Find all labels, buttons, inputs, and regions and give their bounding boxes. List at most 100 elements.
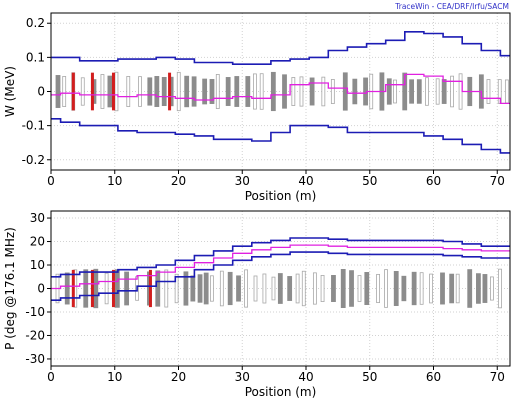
y-tick-label: 20 xyxy=(30,235,45,249)
quadrupole-element xyxy=(364,272,370,305)
drift-element xyxy=(244,269,249,308)
x-tick-label: 30 xyxy=(235,174,250,188)
y-tick-label: -30 xyxy=(25,352,45,366)
quadrupole-element xyxy=(411,271,417,306)
quadrupole-element xyxy=(270,71,276,112)
quadrupole-element xyxy=(340,269,346,308)
drift-element xyxy=(80,77,85,106)
series-line-upper-envelope xyxy=(51,237,510,278)
x-tick-label: 0 xyxy=(47,370,55,384)
series-line-center xyxy=(51,73,510,105)
y-tick-label: -20 xyxy=(25,328,45,342)
quadrupole-element xyxy=(203,272,209,305)
cavity-marker xyxy=(71,269,75,308)
drift-element xyxy=(138,76,142,107)
x-tick-label: 60 xyxy=(426,174,441,188)
quadrupole-element xyxy=(197,274,203,303)
quadrupole-element xyxy=(154,76,160,107)
drift-element xyxy=(271,276,276,301)
drift-element xyxy=(301,270,306,307)
quadrupole-element xyxy=(236,275,241,302)
quadrupole-element xyxy=(440,272,445,305)
quadrupole-element xyxy=(234,76,240,107)
quadrupole-element xyxy=(309,77,315,106)
drift-element xyxy=(114,71,119,112)
drift-element xyxy=(376,273,380,304)
drift-element xyxy=(62,76,67,107)
drift-element xyxy=(219,270,224,307)
x-tick-label: 10 xyxy=(107,370,122,384)
drift-element xyxy=(174,273,179,304)
x-tick-label: 10 xyxy=(107,174,122,188)
drift-element xyxy=(455,273,460,304)
quadrupole-element xyxy=(282,74,287,109)
cavity-marker xyxy=(90,72,94,111)
quadrupole-element xyxy=(64,272,70,305)
drift-element xyxy=(450,75,454,108)
quadrupole-element xyxy=(352,78,358,105)
series-line-lower-envelope xyxy=(51,251,510,301)
x-tick-label: 0 xyxy=(47,174,55,188)
quadrupole-element xyxy=(161,76,167,107)
quadrupole-element xyxy=(114,269,120,308)
x-tick-label: 20 xyxy=(171,370,186,384)
quadrupole-element xyxy=(393,271,399,306)
lattice-elements xyxy=(55,71,509,112)
drift-element xyxy=(384,269,388,308)
quadrupole-element xyxy=(401,275,407,302)
drift-element xyxy=(253,73,257,110)
quadrupole-element xyxy=(183,271,189,306)
quadrupole-element xyxy=(467,269,473,308)
drift-element xyxy=(320,275,325,302)
drift-element xyxy=(259,73,264,110)
drift-element xyxy=(253,275,258,302)
x-tick-label: 30 xyxy=(235,370,250,384)
drift-element xyxy=(504,79,509,104)
x-tick-label: 70 xyxy=(490,370,505,384)
quadrupole-element xyxy=(155,270,161,307)
quadrupole-element xyxy=(342,72,348,111)
cavity-marker xyxy=(90,269,94,308)
quadrupole-element xyxy=(482,274,488,303)
y-tick-label: 0 xyxy=(37,282,45,296)
series-line-center xyxy=(51,244,510,290)
drift-element xyxy=(312,272,317,305)
chart-panel-1: 0 10 20 30 40 50 60 70 -0.2 -0.1 0 0.1 0.2 Position (… xyxy=(3,12,511,203)
lattice-elements xyxy=(55,268,502,309)
y-axis-label: P (deg @176.1 MHz) xyxy=(3,227,17,350)
quadrupole-element xyxy=(402,72,408,111)
drift-element xyxy=(393,79,397,104)
drift-element xyxy=(176,71,181,112)
cavity-marker xyxy=(111,72,115,111)
drift-element xyxy=(299,76,304,107)
y-tick-label: 0 xyxy=(37,85,45,99)
quadrupole-element xyxy=(416,79,422,104)
drift-element xyxy=(209,275,214,302)
cavity-marker xyxy=(71,72,75,111)
x-tick-label: 40 xyxy=(298,370,313,384)
drift-element xyxy=(100,74,105,109)
quadrupole-element xyxy=(55,75,61,108)
drift-element xyxy=(435,78,440,105)
quadrupole-element xyxy=(277,273,283,304)
drift-element xyxy=(498,268,502,309)
cavity-marker xyxy=(111,269,115,308)
quadrupole-element xyxy=(449,273,455,304)
x-axis-label: Position (m) xyxy=(245,385,317,399)
quadrupole-element xyxy=(209,79,215,104)
drift-element xyxy=(321,76,326,107)
quadrupole-element xyxy=(202,78,208,105)
drift-element xyxy=(357,275,362,302)
y-tick-label: 0.2 xyxy=(26,16,45,30)
y-tick-label: 30 xyxy=(30,211,45,225)
x-axis-label: Position (m) xyxy=(245,189,317,203)
quadrupole-element xyxy=(227,271,233,306)
drift-element xyxy=(104,272,109,305)
y-tick-label: -0.2 xyxy=(22,153,45,167)
series-line-lower-envelope xyxy=(51,118,510,154)
x-tick-label: 50 xyxy=(362,174,377,188)
quadrupole-element xyxy=(184,75,190,108)
x-tick-label: 20 xyxy=(171,174,186,188)
